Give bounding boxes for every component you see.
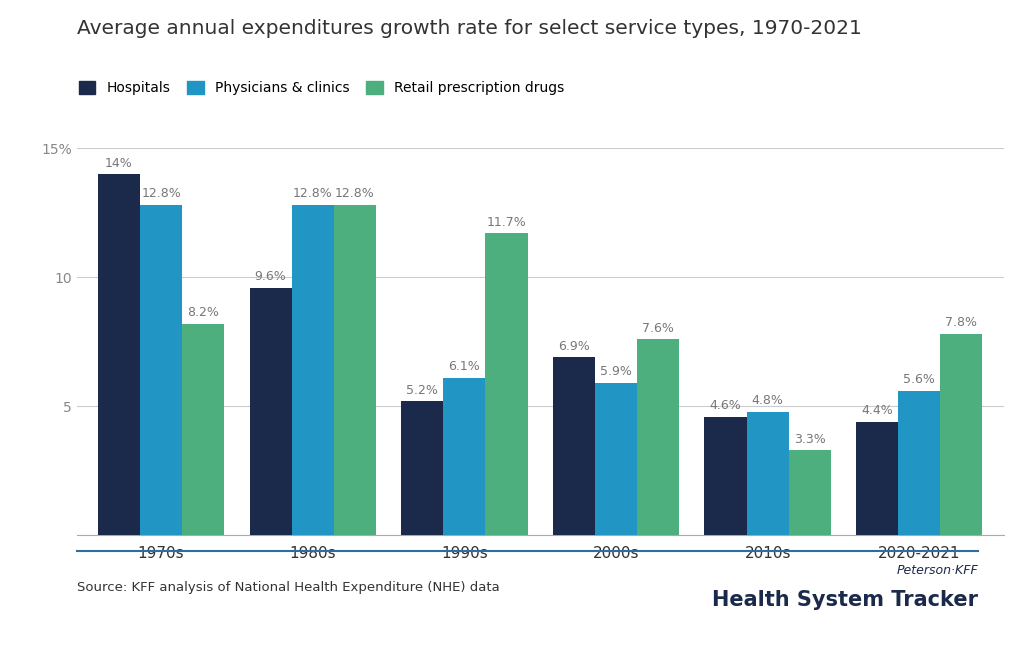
Text: 3.3%: 3.3% bbox=[794, 433, 825, 446]
Text: Average annual expenditures growth rate for select service types, 1970-2021: Average annual expenditures growth rate … bbox=[77, 19, 861, 38]
Bar bbox=[140, 205, 182, 535]
Bar bbox=[553, 357, 595, 535]
Text: 12.8%: 12.8% bbox=[335, 188, 375, 201]
Bar bbox=[705, 417, 746, 535]
Text: 8.2%: 8.2% bbox=[187, 306, 219, 319]
Text: 14%: 14% bbox=[105, 157, 133, 170]
Text: Peterson·KFF: Peterson·KFF bbox=[896, 564, 978, 577]
Bar bbox=[485, 233, 527, 535]
Text: 4.4%: 4.4% bbox=[861, 404, 893, 417]
Bar bbox=[401, 401, 443, 535]
Text: 12.8%: 12.8% bbox=[141, 188, 181, 201]
Text: Health System Tracker: Health System Tracker bbox=[712, 590, 978, 610]
Text: 5.2%: 5.2% bbox=[407, 384, 438, 397]
Text: 12.8%: 12.8% bbox=[293, 188, 333, 201]
Text: 4.8%: 4.8% bbox=[752, 394, 783, 407]
Bar bbox=[637, 339, 679, 535]
Text: 11.7%: 11.7% bbox=[486, 216, 526, 229]
Text: 6.1%: 6.1% bbox=[449, 361, 480, 373]
Text: 5.9%: 5.9% bbox=[600, 366, 632, 379]
Bar bbox=[940, 334, 982, 535]
Bar bbox=[292, 205, 334, 535]
Bar bbox=[746, 412, 788, 535]
Bar bbox=[250, 288, 292, 535]
Bar bbox=[856, 422, 898, 535]
Bar bbox=[788, 450, 830, 535]
Bar bbox=[182, 324, 224, 535]
Text: 5.6%: 5.6% bbox=[903, 373, 935, 386]
Bar bbox=[443, 378, 485, 535]
Text: 9.6%: 9.6% bbox=[255, 270, 287, 283]
Legend: Hospitals, Physicians & clinics, Retail prescription drugs: Hospitals, Physicians & clinics, Retail … bbox=[79, 81, 564, 95]
Text: 7.6%: 7.6% bbox=[642, 322, 674, 335]
Bar bbox=[334, 205, 376, 535]
Text: Source: KFF analysis of National Health Expenditure (NHE) data: Source: KFF analysis of National Health … bbox=[77, 580, 500, 593]
Bar bbox=[898, 391, 940, 535]
Text: 7.8%: 7.8% bbox=[945, 317, 977, 330]
Bar bbox=[98, 174, 140, 535]
Text: 6.9%: 6.9% bbox=[558, 340, 590, 353]
Bar bbox=[595, 383, 637, 535]
Text: 4.6%: 4.6% bbox=[710, 399, 741, 412]
